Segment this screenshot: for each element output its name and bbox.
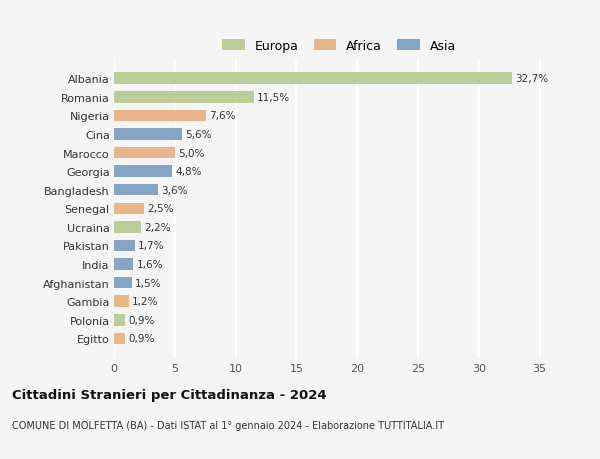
Text: 2,5%: 2,5% <box>148 204 174 214</box>
Bar <box>114 277 132 289</box>
Text: 4,8%: 4,8% <box>175 167 202 177</box>
Text: 1,2%: 1,2% <box>131 297 158 307</box>
Text: 0,9%: 0,9% <box>128 334 154 344</box>
Bar <box>114 240 134 252</box>
Bar <box>114 314 125 326</box>
Text: 3,6%: 3,6% <box>161 185 187 195</box>
Text: 1,5%: 1,5% <box>135 278 162 288</box>
Bar <box>114 259 133 270</box>
Bar <box>114 110 206 122</box>
Bar <box>114 73 512 85</box>
Text: 7,6%: 7,6% <box>209 111 236 121</box>
Bar <box>114 296 128 308</box>
Bar <box>114 185 158 196</box>
Text: 1,7%: 1,7% <box>138 241 164 251</box>
Bar <box>114 92 254 103</box>
Bar <box>114 129 182 140</box>
Text: 11,5%: 11,5% <box>257 93 290 102</box>
Text: COMUNE DI MOLFETTA (BA) - Dati ISTAT al 1° gennaio 2024 - Elaborazione TUTTITALI: COMUNE DI MOLFETTA (BA) - Dati ISTAT al … <box>12 420 444 430</box>
Text: 32,7%: 32,7% <box>515 74 548 84</box>
Bar <box>114 333 125 344</box>
Text: Cittadini Stranieri per Cittadinanza - 2024: Cittadini Stranieri per Cittadinanza - 2… <box>12 388 326 401</box>
Bar <box>114 203 145 215</box>
Legend: Europa, Africa, Asia: Europa, Africa, Asia <box>218 36 460 56</box>
Text: 2,2%: 2,2% <box>144 223 170 232</box>
Text: 1,6%: 1,6% <box>137 259 163 269</box>
Bar <box>114 147 175 159</box>
Text: 5,0%: 5,0% <box>178 148 204 158</box>
Text: 5,6%: 5,6% <box>185 129 212 140</box>
Bar <box>114 166 172 178</box>
Bar <box>114 222 141 233</box>
Text: 0,9%: 0,9% <box>128 315 154 325</box>
